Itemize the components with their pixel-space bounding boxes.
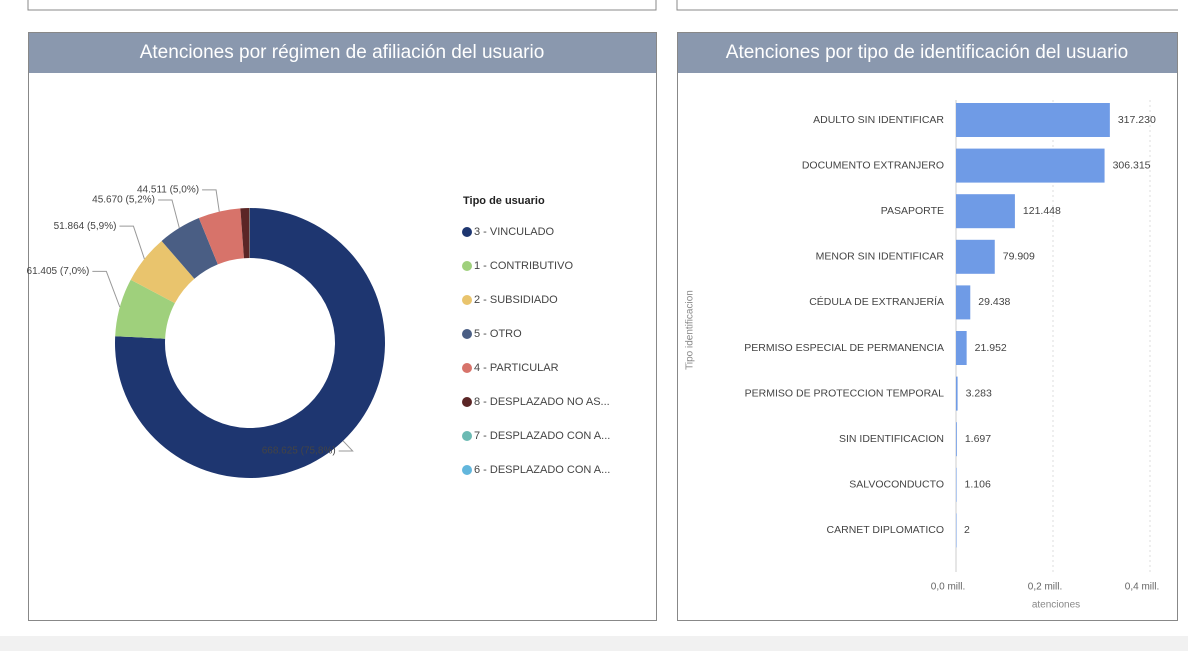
legend-label: 2 - SUBSIDIADO: [474, 294, 558, 306]
data-label: 79.909: [1003, 251, 1035, 263]
x-tick-label: 0,2 mill.: [1028, 582, 1062, 593]
data-label: 2: [964, 524, 970, 536]
data-label: 121.448: [1023, 205, 1061, 217]
upper-panels: [28, 0, 1178, 10]
legend-swatch: [462, 227, 472, 237]
data-label: 3.283: [966, 387, 992, 399]
legend-swatch: [462, 329, 472, 339]
chart-title: Atenciones por régimen de afiliación del…: [140, 42, 545, 63]
legend-swatch: [462, 363, 472, 373]
y-tick-label: PASAPORTE: [881, 205, 944, 217]
x-axis-label: atenciones: [1032, 600, 1080, 611]
data-label: 21.952: [975, 342, 1007, 354]
legend-swatch: [462, 431, 472, 441]
bar: [956, 285, 970, 319]
legend-label: 7 - DESPLAZADO CON A...: [474, 430, 610, 442]
legend-label: 4 - PARTICULAR: [474, 362, 559, 374]
y-tick-label: CARNET DIPLOMATICO: [827, 524, 944, 536]
y-tick-label: SALVOCONDUCTO: [849, 479, 944, 491]
data-label: 1.106: [965, 479, 991, 491]
data-label: 44.511 (5,0%): [137, 185, 199, 196]
bar: [956, 149, 1105, 183]
data-label: 317.230: [1118, 114, 1156, 126]
legend-label: 3 - VINCULADO: [474, 226, 555, 238]
data-label: 45.670 (5,2%): [92, 195, 155, 206]
bar: [956, 513, 957, 547]
legend-swatch: [462, 465, 472, 475]
legend-label: 1 - CONTRIBUTIVO: [474, 260, 573, 272]
bar: [956, 331, 967, 365]
bar: [956, 194, 1015, 228]
y-tick-label: PERMISO DE PROTECCION TEMPORAL: [745, 387, 944, 399]
legend-label: 8 - DESPLAZADO NO AS...: [474, 396, 610, 408]
bar: [956, 468, 957, 502]
bar: [956, 103, 1110, 137]
y-tick-label: CÉDULA DE EXTRANJERÍA: [809, 295, 944, 308]
data-label: 1.697: [965, 433, 991, 445]
data-label: 29.438: [978, 296, 1010, 308]
legend-title: Tipo de usuario: [463, 195, 545, 207]
bar: [956, 240, 995, 274]
bar: [956, 422, 957, 456]
y-tick-label: MENOR SIN IDENTIFICAR: [816, 251, 945, 263]
footer-strip: [0, 636, 1188, 651]
y-tick-label: SIN IDENTIFICACION: [839, 433, 944, 445]
chart-title: Atenciones por tipo de identificación de…: [726, 42, 1128, 63]
x-tick-label: 0,4 mill.: [1125, 582, 1159, 593]
legend-label: 5 - OTRO: [474, 328, 522, 340]
y-tick-label: ADULTO SIN IDENTIFICAR: [813, 114, 944, 126]
data-label: 61.405 (7,0%): [27, 266, 90, 277]
data-label: 306.315: [1113, 159, 1151, 171]
y-tick-label: PERMISO ESPECIAL DE PERMANENCIA: [744, 342, 944, 354]
legend-swatch: [462, 295, 472, 305]
data-label: 668.625 (75,8%): [262, 446, 336, 457]
y-axis-label: Tipo identificacion: [685, 290, 696, 370]
legend-swatch: [462, 397, 472, 407]
data-label: 51.864 (5,9%): [54, 221, 117, 232]
y-tick-label: DOCUMENTO EXTRANJERO: [802, 159, 944, 171]
legend-label: 6 - DESPLAZADO CON A...: [474, 464, 610, 476]
bar: [956, 377, 958, 411]
x-tick-label: 0,0 mill.: [931, 582, 965, 593]
legend-swatch: [462, 261, 472, 271]
